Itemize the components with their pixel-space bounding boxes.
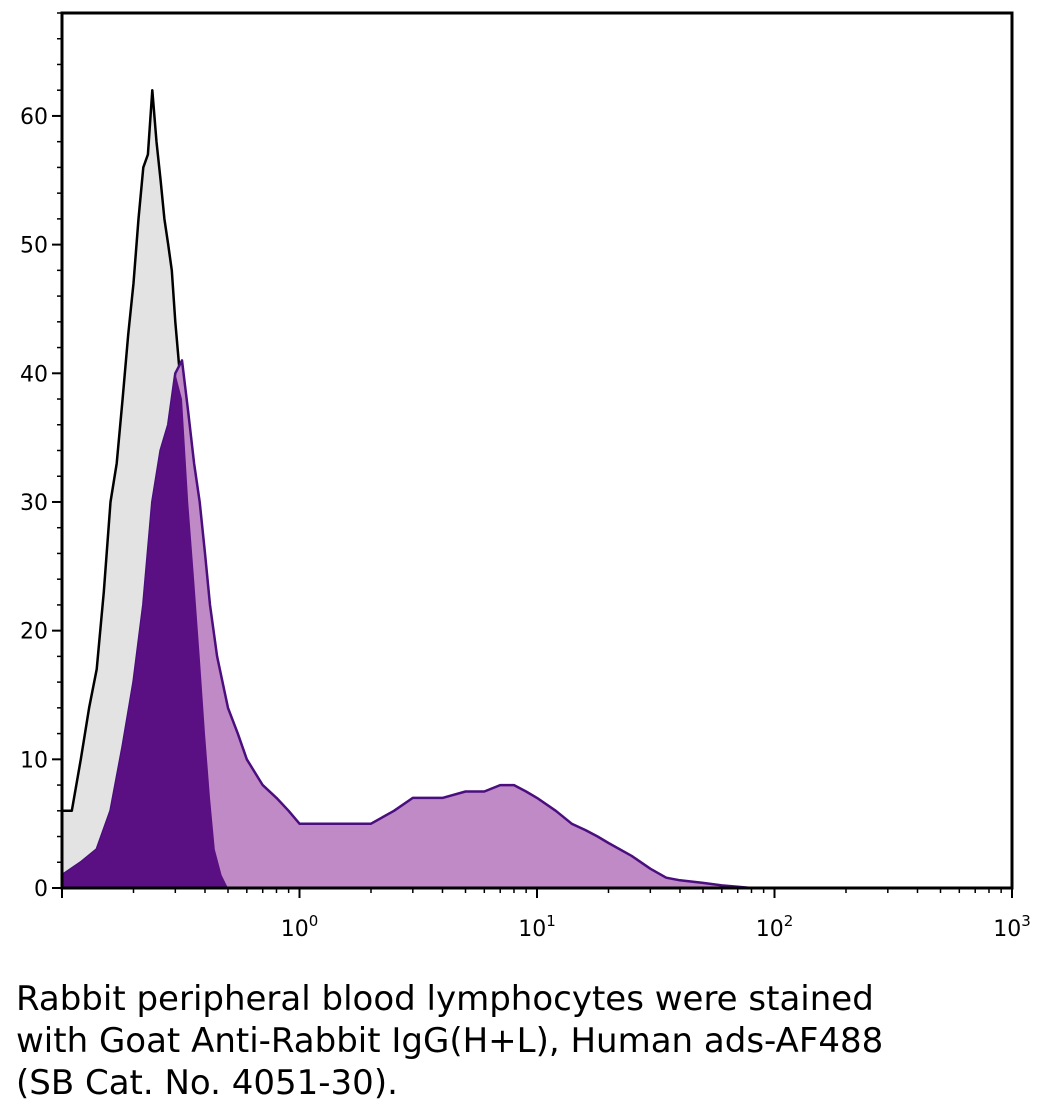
x-tick-label: 103: [993, 912, 1031, 942]
series-layer: [61, 88, 752, 890]
x-tick-label: 102: [756, 912, 794, 942]
y-tick-label: 50: [20, 234, 48, 259]
figure-caption: Rabbit peripheral blood lymphocytes were…: [16, 978, 1026, 1104]
y-tick-label: 30: [20, 491, 48, 516]
caption-line-2: with Goat Anti-Rabbit IgG(H+L), Human ad…: [16, 1021, 884, 1061]
x-tick-label: 101: [518, 912, 556, 942]
y-tick-label: 40: [20, 362, 48, 387]
y-tick-label: 10: [20, 748, 48, 773]
series-1-area: [62, 360, 752, 888]
axes-layer: 0 10 20 30 40 50 60 100 101 102 103: [20, 12, 1031, 942]
x-tick-label: 100: [281, 912, 319, 942]
y-tick-label: 0: [34, 877, 48, 902]
caption-line-3: (SB Cat. No. 4051-30).: [16, 1063, 398, 1103]
series-2-area: [62, 373, 228, 888]
y-tick-label: 60: [20, 105, 48, 130]
histogram-chart: 0 10 20 30 40 50 60 100 101 102 103: [20, 11, 1031, 942]
caption-line-1: Rabbit peripheral blood lymphocytes were…: [16, 979, 874, 1019]
plot-frame: [60, 11, 1014, 890]
y-tick-label: 20: [20, 620, 48, 645]
